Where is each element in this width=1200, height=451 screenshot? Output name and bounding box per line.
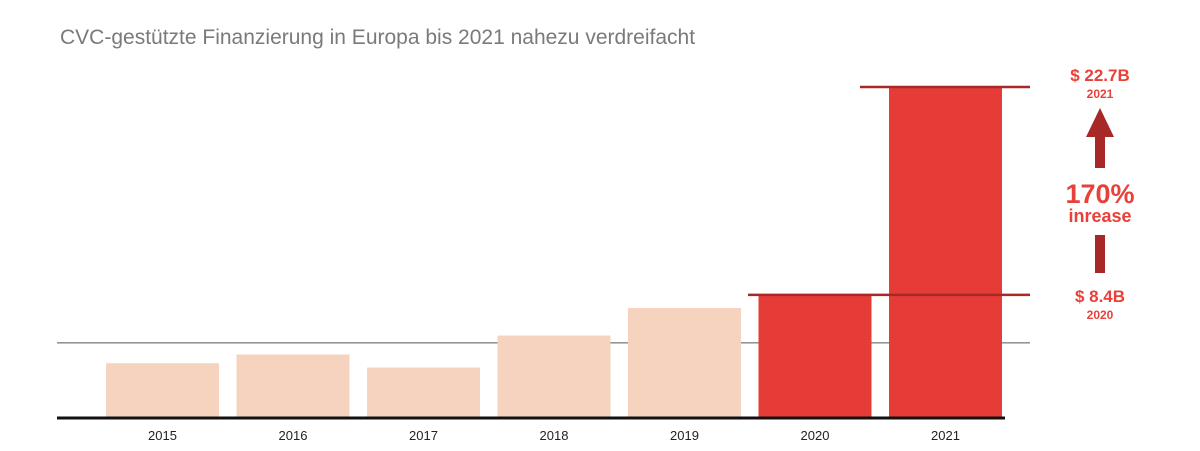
x-tick-label: 2015 <box>148 428 177 443</box>
change-percent: 170% <box>1065 179 1134 209</box>
bottom-year-label: 2020 <box>1087 308 1114 322</box>
x-tick-label: 2016 <box>279 428 308 443</box>
bar-2015 <box>106 363 219 417</box>
arrow-shaft <box>1095 136 1105 168</box>
arrow-up-icon <box>1086 108 1114 137</box>
change-label: inrease <box>1068 206 1131 226</box>
bottom-value-label: $ 8.4B <box>1075 287 1125 306</box>
top-year-label: 2021 <box>1087 87 1114 101</box>
x-tick-label: 2018 <box>540 428 569 443</box>
bar-2020 <box>758 294 872 417</box>
x-tick-label: 2019 <box>670 428 699 443</box>
x-tick-label: 2021 <box>931 428 960 443</box>
arrow-tail <box>1095 235 1105 273</box>
x-tick-label: 2020 <box>801 428 830 443</box>
bar-2018 <box>497 335 611 417</box>
bar-2017 <box>367 367 480 417</box>
bar-2016 <box>236 354 350 417</box>
chart-title: CVC-gestützte Finanzierung in Europa bis… <box>60 26 695 49</box>
bar-2021 <box>889 87 1002 417</box>
top-value-label: $ 22.7B <box>1070 66 1130 85</box>
x-tick-label: 2017 <box>409 428 438 443</box>
bar-2019 <box>628 307 741 417</box>
